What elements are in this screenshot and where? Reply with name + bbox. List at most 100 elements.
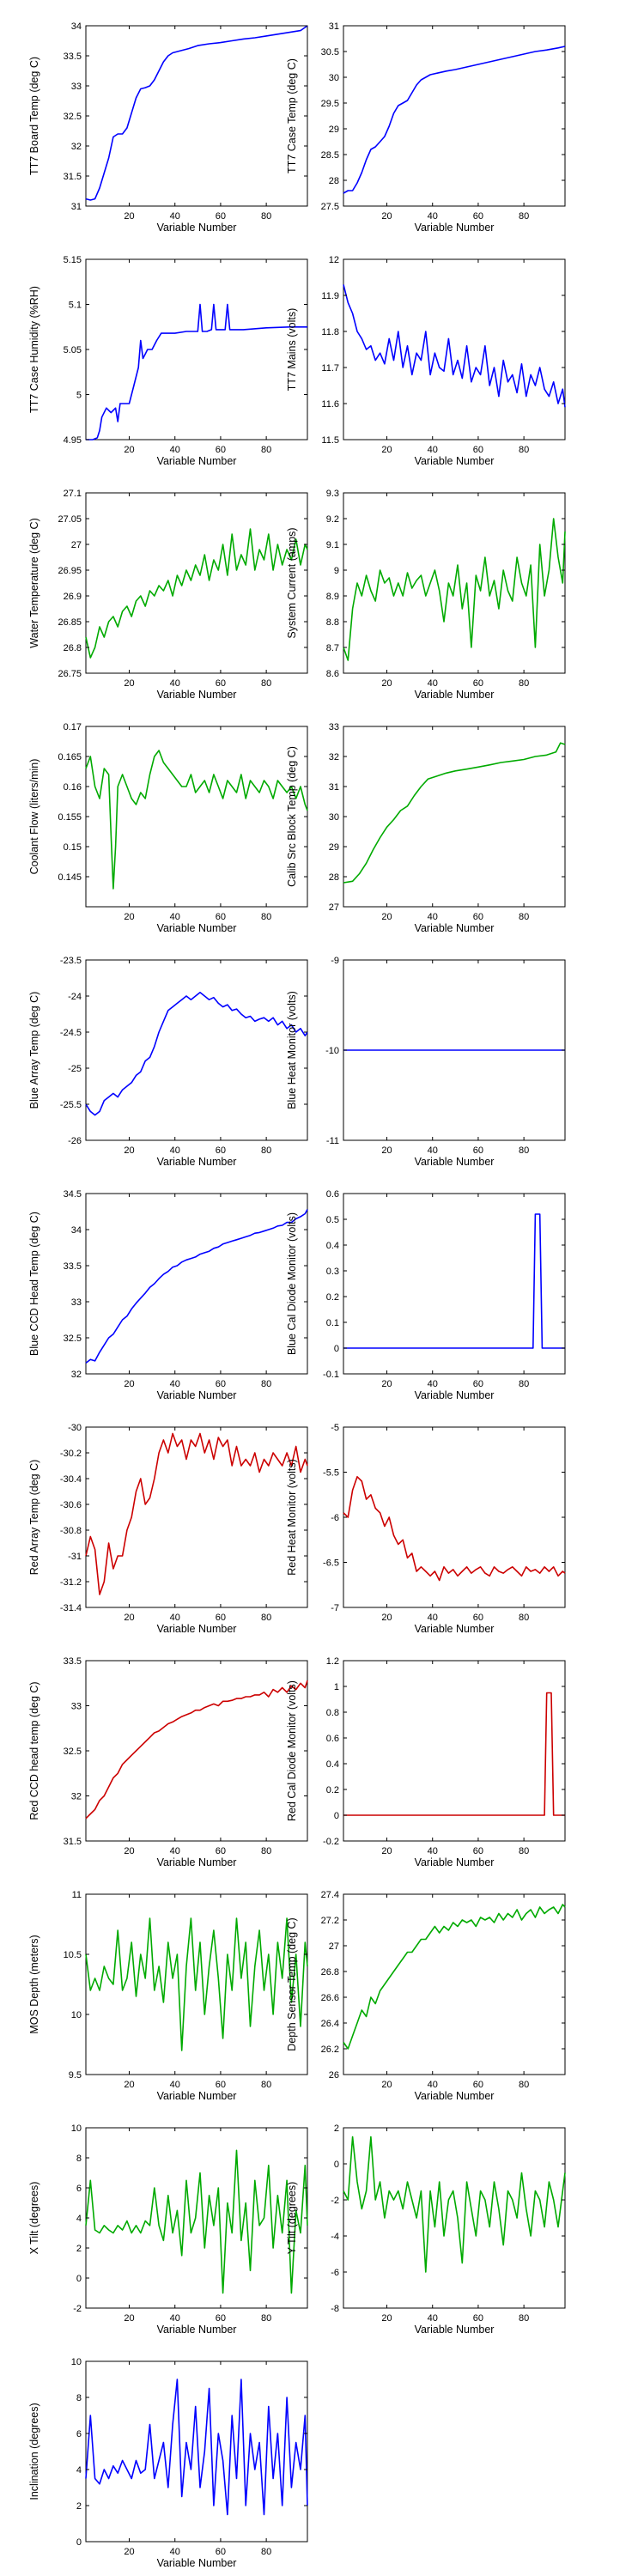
chart-panel: 20 40 60 80 27.5 28 28.5 29 29.5 30 30.5 31 Variable… xyxy=(286,21,566,234)
y-tick-label: 9.3 xyxy=(326,489,339,499)
x-tick-label: 80 xyxy=(261,1145,271,1156)
series-line xyxy=(85,2379,308,2516)
y-tick-label: 28.5 xyxy=(321,150,339,161)
y-axis-label: Blue Cal Diode Monitor (volts) xyxy=(286,1212,298,1355)
x-tick-label: 20 xyxy=(124,445,134,455)
y-tick-label: 31 xyxy=(329,21,339,32)
y-tick-label: 8.9 xyxy=(326,592,339,602)
plot-frame xyxy=(85,25,308,207)
y-tick-label: 0.165 xyxy=(58,752,82,762)
y-tick-label: -30.2 xyxy=(60,1449,82,1459)
y-tick-label: -2 xyxy=(331,2196,339,2206)
x-axis-label: Variable Number xyxy=(157,455,237,467)
y-tick-label: 9.1 xyxy=(326,540,339,550)
chart-panel: 20 40 60 80 32 32.5 33 33.5 34 34.5 Variable Numbe… xyxy=(28,1189,308,1401)
x-tick-label: 20 xyxy=(381,1846,392,1856)
y-tick-label: -2 xyxy=(73,2304,82,2314)
y-axis-label: Coolant Flow (liters/min) xyxy=(28,759,40,875)
chart-panel: 20 40 60 80 31.5 32 32.5 33 33.5 Variable Number R… xyxy=(28,1656,308,1868)
x-tick-label: 80 xyxy=(519,912,529,922)
y-axis-label: Blue CCD Head Temp (deg C) xyxy=(28,1212,40,1356)
y-tick-label: -6 xyxy=(331,2268,339,2278)
plot-frame xyxy=(343,1893,566,2075)
x-tick-label: 80 xyxy=(261,678,271,689)
x-tick-label: 60 xyxy=(216,1379,226,1389)
chart-panel: 20 40 60 80 -11 -10 -9 Variable Number Blue Heat… xyxy=(286,956,566,1168)
y-tick-label: -0.2 xyxy=(323,1837,339,1847)
y-tick-label: 10 xyxy=(71,2123,82,2134)
y-tick-label: 1 xyxy=(334,1682,339,1692)
y-tick-label: 0.6 xyxy=(326,1189,339,1200)
y-tick-label: 9.2 xyxy=(326,514,339,525)
x-tick-label: 40 xyxy=(170,445,180,455)
x-tick-label: 40 xyxy=(428,912,438,922)
x-axis-label: Variable Number xyxy=(415,222,495,234)
x-axis-label: Variable Number xyxy=(415,1389,495,1401)
series-line xyxy=(343,2136,566,2273)
y-tick-label: 26.4 xyxy=(321,2019,339,2029)
series-line xyxy=(86,303,307,440)
y-axis-label: System Current (amps) xyxy=(286,527,298,638)
series-line xyxy=(343,1692,565,1816)
x-tick-label: 40 xyxy=(428,1613,438,1623)
series-line xyxy=(85,1432,308,1595)
y-tick-label: 26.75 xyxy=(58,669,82,679)
x-axis-label: Variable Number xyxy=(157,1156,237,1168)
y-tick-label: 33 xyxy=(71,1702,82,1712)
y-tick-label: 12 xyxy=(329,255,339,265)
x-tick-label: 60 xyxy=(216,445,226,455)
y-tick-label: 5.1 xyxy=(69,301,82,311)
series-line xyxy=(85,992,308,1116)
y-tick-label: -5 xyxy=(331,1423,339,1433)
y-tick-label: 0.2 xyxy=(326,1292,339,1303)
y-axis-label: TT7 Mains (volts) xyxy=(286,308,298,392)
plot-frame xyxy=(343,2127,566,2309)
x-tick-label: 40 xyxy=(170,1379,180,1389)
chart-panel: 20 40 60 80 31 31.5 32 32.5 33 33.5 34 Variable Num… xyxy=(28,21,308,234)
y-tick-label: 27 xyxy=(329,1941,339,1952)
x-tick-label: 60 xyxy=(216,211,226,222)
series-line xyxy=(343,1904,566,2050)
x-tick-label: 80 xyxy=(519,211,529,222)
y-tick-label: -6 xyxy=(331,1513,339,1523)
series-line xyxy=(85,1209,308,1364)
x-tick-label: 40 xyxy=(170,211,180,222)
y-tick-label: -31.4 xyxy=(60,1603,82,1613)
x-tick-label: 40 xyxy=(428,1145,438,1156)
y-tick-label: -11 xyxy=(326,1136,339,1146)
y-axis-label: TT7 Board Temp (deg C) xyxy=(28,57,40,175)
y-tick-label: 0.4 xyxy=(326,1759,339,1770)
plot-frame xyxy=(343,1426,566,1608)
y-tick-label: 31 xyxy=(329,782,339,793)
x-tick-label: 40 xyxy=(170,912,180,922)
x-tick-label: 60 xyxy=(473,1379,483,1389)
plot-frame xyxy=(343,1193,566,1375)
x-tick-label: 80 xyxy=(261,1379,271,1389)
series-line xyxy=(343,46,566,194)
y-tick-label: 26.8 xyxy=(64,643,82,653)
plot-frame xyxy=(85,959,308,1141)
y-tick-label: 31 xyxy=(71,202,82,212)
y-tick-label: 27.2 xyxy=(321,1916,339,1926)
x-axis-label: Variable Number xyxy=(415,922,495,934)
x-tick-label: 20 xyxy=(124,2313,134,2324)
x-tick-label: 40 xyxy=(170,678,180,689)
y-tick-label: 26.8 xyxy=(321,1967,339,1978)
x-tick-label: 60 xyxy=(216,678,226,689)
y-axis-label: X Tilt (degrees) xyxy=(28,2182,40,2255)
x-tick-label: 40 xyxy=(170,2547,180,2557)
y-tick-label: 26.95 xyxy=(58,566,82,576)
y-axis-label: TT7 Case Humidity (%RH) xyxy=(28,286,40,413)
x-tick-label: 20 xyxy=(381,2313,392,2324)
y-tick-label: 30 xyxy=(329,73,339,83)
plot-frame xyxy=(343,25,566,207)
y-tick-label: 8 xyxy=(76,2154,82,2164)
chart-panel: 20 40 60 80 -8 -6 -4 -2 0 2 Variable Number Y Tilt … xyxy=(286,2123,566,2336)
y-tick-label: 34 xyxy=(71,21,82,32)
y-tick-label: 8.8 xyxy=(326,617,339,628)
y-tick-label: 0.145 xyxy=(58,872,82,883)
x-tick-label: 60 xyxy=(473,678,483,689)
y-tick-label: 0.8 xyxy=(326,1708,339,1718)
y-tick-label: 33 xyxy=(71,1297,82,1308)
y-tick-label: -6.5 xyxy=(323,1558,339,1569)
